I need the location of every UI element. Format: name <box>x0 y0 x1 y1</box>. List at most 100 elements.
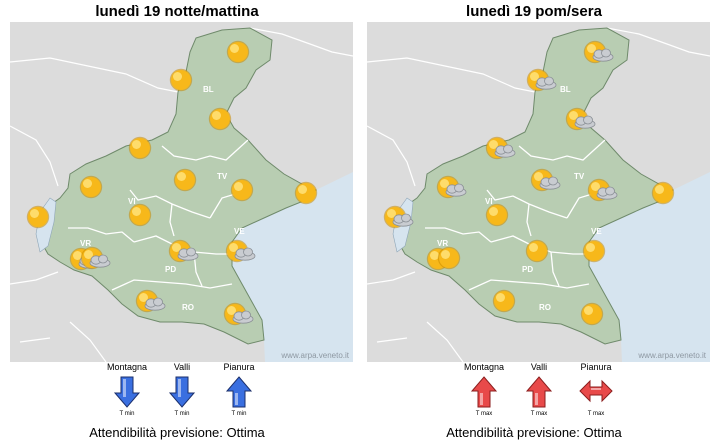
legend-valli: Valli T min <box>152 362 212 417</box>
legend-montagna: Montagna T min <box>97 362 157 417</box>
province-border <box>129 189 211 219</box>
border-line <box>10 271 59 285</box>
border-line <box>10 125 59 187</box>
border-line <box>367 57 536 93</box>
legend-pianura: Pianura T min <box>209 362 269 417</box>
province-border <box>169 203 175 237</box>
legend-valli: Valli T max <box>509 362 569 417</box>
province-label: PD <box>165 265 176 274</box>
map-svg: BL TV VI VR PD VE RO <box>10 22 353 362</box>
trend-arrow-icon: T min <box>113 376 141 417</box>
province-border <box>468 279 590 291</box>
legend-label: Montagna <box>463 362 505 372</box>
sun-cloud-icon <box>526 68 557 92</box>
sun-icon <box>485 203 509 227</box>
sea-area <box>589 172 710 362</box>
panel-title: lunedì 19 pom/sera <box>466 3 602 20</box>
province-label: VI <box>128 197 136 206</box>
sun-icon <box>226 40 250 64</box>
sun-cloud-icon <box>168 239 199 263</box>
border-line <box>606 27 710 57</box>
map-credit: www.arpa.veneto.it <box>638 351 706 360</box>
border-line <box>19 337 51 343</box>
border-line <box>367 271 416 285</box>
legend-label: Valli <box>530 362 548 372</box>
sun-cloud-icon <box>223 302 254 326</box>
veneto-map: BL TV VI VR PD VE RO www.arpa.veneto.it <box>10 22 353 362</box>
legend-montagna: Montagna T max <box>454 362 514 417</box>
province-label: VR <box>80 239 91 248</box>
trend-sub-label: T max <box>476 411 493 417</box>
map-credit: www.arpa.veneto.it <box>281 351 349 360</box>
province-border <box>68 227 135 243</box>
sun-cloud-icon <box>383 205 414 229</box>
border-line <box>426 321 464 362</box>
trend-arrow-icon: T max <box>579 379 613 417</box>
province-label: TV <box>217 172 228 181</box>
border-line <box>10 57 179 93</box>
sun-cloud-icon <box>565 107 596 131</box>
province-label: BL <box>203 85 214 94</box>
legend-pianura: Pianura T max <box>566 362 626 417</box>
trend-arrow-icon: T min <box>225 376 253 417</box>
province-label: VR <box>437 239 448 248</box>
province-border <box>526 203 532 237</box>
temperature-legend: Montagna T max Valli T max Pianura T max <box>357 362 711 422</box>
trend-sub-label: T max <box>531 411 548 417</box>
sun-icon <box>651 181 675 205</box>
province-label: BL <box>560 85 571 94</box>
sun-cloud-icon <box>583 40 614 64</box>
sea-area <box>232 172 353 362</box>
province-border <box>550 251 560 287</box>
forecast-reliability: Attendibilità previsione: Ottima <box>89 425 265 440</box>
province-border <box>425 227 492 243</box>
sun-icon <box>128 136 152 160</box>
sun-icon <box>169 68 193 92</box>
province-label: RO <box>182 303 194 312</box>
sun-icon <box>26 205 50 229</box>
border-line <box>69 321 107 362</box>
trend-arrow-icon: T max <box>525 376 553 417</box>
sun-cloud-icon <box>485 136 516 160</box>
sun-icon <box>128 203 152 227</box>
trend-sub-label: T min <box>175 411 190 417</box>
forecast-panel-morning: lunedì 19 notte/mattina BL TV VI VR PD VE RO w… <box>0 0 354 448</box>
province-border <box>518 139 606 161</box>
province-border <box>486 189 568 219</box>
map-svg: BL TV VI VR PD VE RO <box>367 22 710 362</box>
sun-icon <box>580 302 604 326</box>
forecast-panel-afternoon: lunedì 19 pom/sera BL TV VI VR PD VE RO www.ar… <box>357 0 711 448</box>
sun-cloud-icon <box>225 239 256 263</box>
sun-icon <box>492 289 516 313</box>
sun-icon <box>230 178 254 202</box>
province-label: PD <box>522 265 533 274</box>
panel-title: lunedì 19 notte/mattina <box>95 3 259 20</box>
trend-sub-label: T min <box>232 411 247 417</box>
legend-label: Montagna <box>106 362 148 372</box>
sun-cloud-icon <box>80 246 111 270</box>
province-label: VE <box>591 227 602 236</box>
trend-arrow-icon: T max <box>470 376 498 417</box>
sun-icon <box>437 246 461 270</box>
sun-cloud-icon <box>135 289 166 313</box>
veneto-map: BL TV VI VR PD VE RO www.arpa.veneto.it <box>367 22 710 362</box>
legend-label: Valli <box>173 362 191 372</box>
province-label: VI <box>485 197 493 206</box>
sun-icon <box>582 239 606 263</box>
border-line <box>249 27 353 57</box>
sun-cloud-icon <box>530 168 561 192</box>
forecast-reliability: Attendibilità previsione: Ottima <box>446 425 622 440</box>
trend-sub-label: T min <box>120 411 135 417</box>
sun-icon <box>525 239 549 263</box>
legend-label: Pianura <box>580 362 612 372</box>
trend-sub-label: T max <box>588 411 605 417</box>
legend-label: Pianura <box>223 362 255 372</box>
province-border <box>111 279 233 291</box>
province-label: TV <box>574 172 585 181</box>
temperature-legend: Montagna T min Valli T min Pianura T min <box>0 362 354 422</box>
sun-icon <box>173 168 197 192</box>
sun-icon <box>208 107 232 131</box>
trend-arrow-icon: T min <box>168 376 196 417</box>
province-border <box>161 139 249 161</box>
province-label: VE <box>234 227 245 236</box>
